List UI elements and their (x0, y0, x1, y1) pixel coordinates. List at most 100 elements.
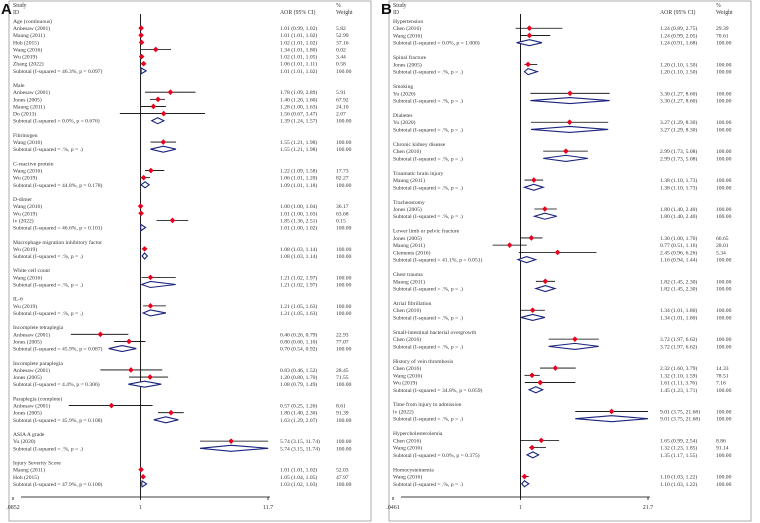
subtotal-label: Subtotal (I-squared = .%, p = .) (393, 126, 463, 133)
subtotal-label: Subtotal (I-squared = 45.9%, p = 0.087) (13, 346, 103, 353)
study-point (572, 336, 578, 342)
study-label: Do (2013) (13, 111, 36, 118)
subtotal-label: Subtotal (I-squared = .%, p = .) (393, 416, 463, 423)
study-point (108, 402, 115, 409)
study-ci-text: 1.24 (0.89, 2.75) (660, 25, 697, 32)
subtotal-diamond (516, 256, 538, 264)
study-weight: 100.00 (336, 304, 352, 310)
study-ci-text: 1.02 (1.01, 1.02) (280, 39, 317, 46)
study-point (525, 61, 531, 68)
study-point (128, 367, 134, 373)
study-weight: 91.14 (716, 446, 729, 452)
study-ci-text: 0.80 (0.60, 1.10) (280, 338, 317, 345)
study-ci-text: 1.01 (0.99, 1.02) (280, 25, 317, 32)
study-weight: 100.00 (336, 275, 352, 281)
subtotal-ci-text: 3.27 (1.29, 8.30) (660, 126, 697, 133)
study-ci-text: 1.20 (0.80, 1.70) (280, 374, 317, 381)
subtotal-ci-text: 2.99 (1.73, 5.08) (660, 155, 697, 162)
group-heading: Spinal fracture (393, 54, 427, 61)
group-heading: Injury Severity Score (13, 461, 61, 467)
subtotal-diamond (548, 342, 599, 350)
study-label: Wang (2016) (393, 474, 422, 481)
subtotal-ci-text: 1.80 (1.40, 2.40) (660, 213, 697, 220)
study-label: Jones (2005) (13, 374, 42, 381)
study-ci-text: 1.06 (1.01, 1.11) (280, 61, 317, 68)
study-point (531, 177, 537, 183)
subtotal-ci-text: 3.72 (1.97, 6.62) (660, 343, 697, 350)
study-label: Jones (2005) (13, 96, 42, 103)
subtotal-ci-text: 1.45 (1.23, 1.71) (660, 387, 697, 394)
group-heading: Tracheostomy (393, 200, 425, 206)
study-ci-text: 1.34 (1.01, 1.80) (660, 307, 697, 314)
study-point (608, 408, 615, 415)
study-label: Chen (2016) (393, 25, 421, 32)
subtotal-diamond (128, 380, 162, 388)
subtotal-ci-text: 1.01 (1.00, 1.02) (280, 225, 317, 232)
study-ci-text: 1.40 (1.20, 1.60) (280, 96, 317, 103)
subtotal-diamond (153, 416, 179, 424)
study-point (526, 32, 533, 39)
subtotal-ci-text: 1.34 (1.01, 1.80) (660, 314, 697, 321)
study-label: Wang (2016) (13, 274, 42, 281)
x-tick-label: .0461 (386, 505, 400, 511)
study-weight: 100.00 (716, 178, 732, 184)
study-ci-text: 1.01 (1.00, 1.03) (280, 210, 317, 217)
subtotal-diamond (140, 181, 151, 189)
study-point (526, 25, 533, 32)
subtotal-weight: 100.00 (336, 147, 352, 153)
subtotal-diamond (543, 154, 588, 162)
study-weight: 100.00 (716, 337, 732, 343)
study-label: Wu (2019) (13, 54, 37, 61)
study-point (152, 46, 159, 53)
subtotal-label: Subtotal (I-squared = .%, p = .) (393, 155, 463, 162)
study-point (147, 303, 154, 309)
subtotal-weight: 100.00 (716, 388, 732, 394)
header-study: Study (13, 3, 27, 9)
group-heading: Incomplete paraplegia (13, 361, 63, 367)
study-label: Chen (2016) (393, 437, 421, 444)
subtotal-weight: 100.00 (336, 69, 352, 75)
study-label: Zhang (2022) (13, 61, 44, 68)
study-label: lv (2022) (13, 217, 34, 224)
study-label: Anbesaw (2001) (13, 403, 50, 410)
subtotal-weight: 100.00 (716, 99, 732, 105)
subtotal-label: Subtotal (I-squared = .%, p = .) (13, 310, 83, 317)
subtotal-weight: 100.00 (336, 482, 352, 488)
study-point (566, 119, 573, 126)
subtotal-diamond (523, 67, 540, 76)
study-label: Jones (2005) (13, 410, 42, 417)
subtotal-weight: 100.00 (336, 418, 352, 424)
study-weight: 36.17 (336, 204, 349, 210)
group-heading: Diabetes (393, 113, 413, 119)
group-heading: Hypertension (393, 19, 423, 25)
subtotal-label: Subtotal (I-squared = .%, p = .) (393, 213, 463, 220)
study-ci-text: 5.74 (3.15, 11.74) (280, 438, 320, 445)
subtotal-label: Subtotal (I-squared = .%, p = .) (393, 69, 463, 76)
study-point (160, 110, 167, 117)
study-ci-text: 0.83 (0.46, 1.52) (280, 367, 317, 374)
study-point (537, 379, 544, 386)
study-point (529, 307, 536, 314)
study-point (542, 278, 549, 285)
subtotal-ci-text: 1.08 (1.03, 1.14) (280, 253, 317, 260)
study-label: Anbesaw (2001) (13, 89, 50, 96)
study-point (147, 374, 153, 380)
subtotal-diamond (150, 117, 166, 125)
study-point (147, 274, 154, 281)
study-weight: 63.68 (336, 211, 349, 217)
subtotal-weight: 100.00 (336, 347, 352, 353)
group-heading: ASIA A grade (13, 432, 45, 438)
subtotal-label: Subtotal (I-squared = .%, p = .) (393, 98, 463, 105)
study-ci-text: 1.38 (1.10, 1.73) (660, 177, 697, 184)
subtotal-label: Subtotal (I-squared = .%, p = .) (393, 286, 463, 293)
study-label: Wu (2019) (13, 175, 37, 182)
plot-frame (388, 0, 752, 522)
plot-frame (8, 0, 372, 522)
study-weight: 22.93 (336, 332, 349, 338)
study-label: Chen (2016) (393, 148, 421, 155)
study-label: Wang (2016) (393, 372, 422, 379)
study-point (506, 242, 513, 248)
study-weight: 29.39 (716, 26, 729, 32)
study-ci-text: 1.22 (1.09, 1.58) (280, 168, 317, 175)
study-point (169, 217, 176, 224)
